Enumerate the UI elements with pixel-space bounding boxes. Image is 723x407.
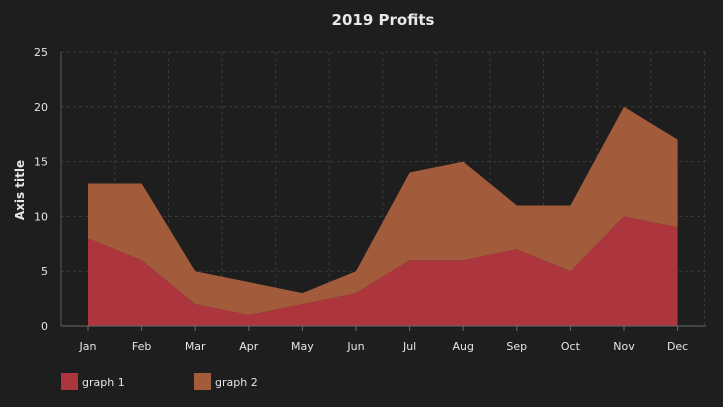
- legend-label-2: graph 2: [215, 376, 258, 389]
- area-series-1: [88, 216, 678, 326]
- x-tick-label: Dec: [667, 340, 688, 353]
- y-tick-label: 0: [41, 320, 48, 333]
- legend-swatch-2: [194, 373, 211, 390]
- y-tick-label: 15: [34, 156, 48, 169]
- x-tick-label: Jun: [346, 340, 364, 353]
- y-tick-label: 20: [34, 101, 48, 114]
- y-axis-title: Axis title: [13, 160, 27, 220]
- x-tick-label: May: [291, 340, 314, 353]
- x-tick-label: Oct: [561, 340, 581, 353]
- y-tick-label: 5: [41, 265, 48, 278]
- legend-swatch-1: [61, 373, 78, 390]
- x-tick-label: Nov: [613, 340, 635, 353]
- y-tick-label: 10: [34, 210, 48, 223]
- series-areas: [88, 106, 678, 326]
- x-tick-label: Feb: [132, 340, 151, 353]
- x-tick-label: Jul: [402, 340, 416, 353]
- x-tick-label: Apr: [239, 340, 259, 353]
- x-tick-label: Jan: [79, 340, 97, 353]
- legend: graph 1 graph 2: [61, 373, 258, 390]
- chart-title: 2019 Profits: [332, 11, 435, 29]
- area-series-2: [88, 106, 678, 316]
- legend-label-1: graph 1: [82, 376, 125, 389]
- x-tick-label: Mar: [185, 340, 206, 353]
- axes: 0 5 10 15 20 25 Jan Feb Mar Apr May Jun Jul Aug Sep Oct…: [34, 46, 706, 353]
- y-tick-label: 25: [34, 46, 48, 59]
- x-tick-label: Aug: [452, 340, 473, 353]
- x-tick-label: Sep: [506, 340, 527, 353]
